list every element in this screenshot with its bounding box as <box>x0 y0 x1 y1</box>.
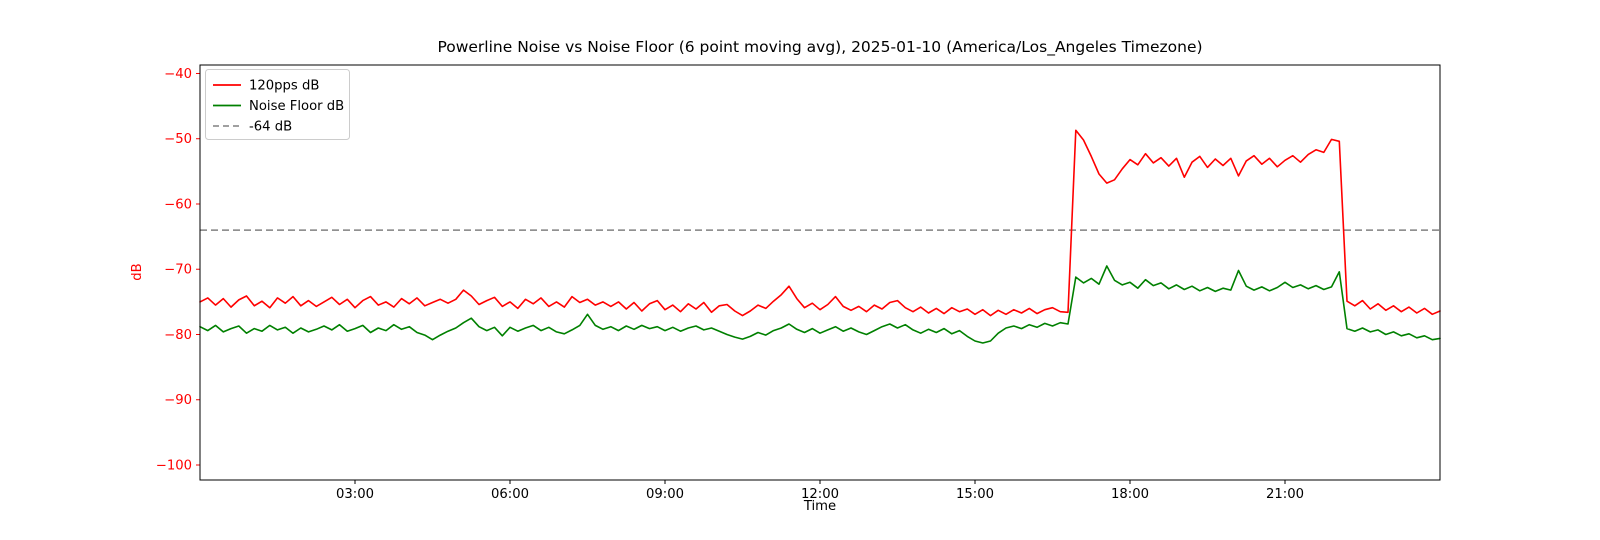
legend-label-threshold: -64 dB <box>249 120 292 135</box>
x-tick-label: 18:00 <box>1111 487 1149 502</box>
x-tick-label: 03:00 <box>336 487 374 502</box>
x-tick-label: 15:00 <box>956 487 994 502</box>
y-tick-label: −60 <box>164 197 192 212</box>
y-tick-label: −80 <box>164 328 192 343</box>
x-tick-label: 21:00 <box>1266 487 1304 502</box>
legend-label-noise-floor: Noise Floor dB <box>249 99 344 114</box>
y-tick-label: −90 <box>164 393 192 408</box>
y-tick-label: −50 <box>164 132 192 147</box>
x-axis-label: Time <box>803 499 836 514</box>
x-tick-label: 09:00 <box>646 487 684 502</box>
y-tick-label: −70 <box>164 263 192 278</box>
legend-box <box>205 69 350 140</box>
plot-area: 03:00 06:00 09:00 12:00 15:00 18:00 21:00 −40 −5… <box>156 67 1441 502</box>
series-line-noise-floor <box>199 265 1441 344</box>
y-tick-label: −100 <box>156 458 192 473</box>
chart-title: Powerline Noise vs Noise Floor (6 point … <box>437 38 1202 57</box>
y-tick-label: −40 <box>164 67 192 82</box>
plot-frame <box>199 64 1441 481</box>
legend: 120pps dB Noise Floor dB -64 dB <box>205 69 350 140</box>
legend-label-120pps: 120pps dB <box>249 79 319 94</box>
x-tick-label: 12:00 <box>801 487 839 502</box>
y-axis-label: dB <box>130 263 145 280</box>
x-tick-label: 06:00 <box>491 487 529 502</box>
series-line-120pps <box>199 129 1441 317</box>
